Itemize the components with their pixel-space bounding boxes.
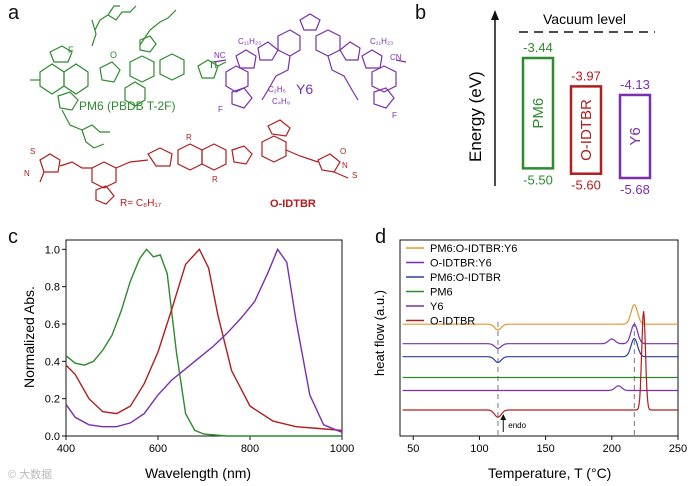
y6-f-left: F [218,105,223,114]
y6-f-right: F [392,111,397,120]
lumo-value: -4.13 [620,77,650,92]
oidtbr-s-right: S [352,171,357,180]
homo-value: -5.60 [571,178,601,193]
x-tick-label: 800 [241,443,259,455]
dsc-series-line-6 [402,311,678,418]
pm6-label: PM6 (PBDB T-2F) [79,99,175,113]
y6-c11-right: C₁₁H₂₃ [370,37,393,46]
legend-label: PM6 [430,287,453,299]
oidtbr-r-bottom: R [212,175,218,184]
vacuum-level-label: Vacuum level [543,11,626,27]
y-tick-label: 0.6 [45,319,60,331]
chart-d-series [402,303,678,418]
legend-label: Y6 [430,301,443,313]
dsc-series-line-5 [402,385,678,392]
oidtbr-s-left: S [30,147,35,156]
energy-arrow-icon [491,10,499,20]
pm6-f-label: F [68,45,74,55]
series-line-1 [65,248,342,437]
chart-c-xlabel: Wavelength (nm) [145,465,251,481]
series-line-3 [65,247,343,433]
x-tick-label: 50 [407,443,419,455]
legend-label: O-IDTBR:Y6 [430,258,492,270]
y6-cn-label: CN [390,53,402,62]
pm6-n-label: n [210,56,217,71]
x-tick-label: 100 [470,443,488,455]
oidtbr-r-top: R [186,133,192,142]
energy-axis-label: Energy (eV) [466,71,485,162]
watermark: © 大数据 [8,469,53,481]
level-box-3 [618,93,652,180]
panel-a-structures: n PM6 (PBDB T-2F) F O C₁₁H₂₃ C₁₁H₂₃ C₄H₉… [24,5,407,210]
endo-arrow-icon [500,414,507,420]
oidtbr-n-left: N [24,169,30,178]
level-box-1 [521,56,555,170]
chart-d-ylabel: heat flow (a.u.) [372,290,387,376]
chart-c-ylabel: Normalized Abs. [21,286,37,388]
legend-label: O-IDTBR [430,316,475,328]
panel-letter-b: b [415,2,427,24]
dsc-series-line-3 [402,337,678,364]
oidtbr-label: O-IDTBR [270,198,316,210]
chart-d-frame [399,239,679,437]
y6-c4-label: C₄H₉ [272,97,290,106]
endo-label: endo [508,421,526,430]
x-tick-label: 400 [57,443,75,455]
chart-absorption: 400 600 800 1000 0.0 0.2 0.4 0.6 0.8 1.0 Normaliz… [21,239,354,481]
panel-b-energy-diagram: Energy (eV) Vacuum level PM6 -3.44 -5.50 O-… [466,10,655,197]
x-tick-label: 150 [536,443,554,455]
homo-value: -5.50 [523,172,553,187]
y-tick-label: 0.0 [45,431,60,443]
chart-c-axes: 400 600 800 1000 0.0 0.2 0.4 0.6 0.8 1.0 [45,239,354,455]
x-tick-label: 600 [149,443,167,455]
y6-label: Y6 [296,81,313,97]
y6-structure [213,13,407,109]
y-tick-label: 1.0 [45,244,60,256]
level-box-name: PM6 [530,98,547,129]
y-tick-label: 0.2 [45,394,60,406]
dsc-series-line-1 [402,303,678,331]
level-box-2 [569,85,603,175]
oidtbr-r-group: R= C₈H₁₇ [120,198,162,209]
y-tick-label: 0.8 [45,282,60,294]
x-tick-label: 1000 [330,443,354,455]
chart-d-axes: 50 100 150 200 250 endo [399,239,687,455]
x-tick-label: 200 [603,443,621,455]
chart-c-frame [65,239,343,437]
panel-letter-d: d [375,226,387,248]
legend-label: PM6:O-IDTBR [430,272,501,284]
x-tick-label: 250 [669,443,687,455]
legend-label: PM6:O-IDTBR:Y6 [430,243,517,255]
chart-d-legend: PM6:O-IDTBR:Y6 O-IDTBR:Y6 PM6:O-IDTBR PM6 Y6… [406,243,517,328]
level-box-name: O-IDTBR [578,99,595,161]
chart-d-xlabel: Temperature, T (°C) [488,465,611,481]
panel-letter-a: a [8,2,20,24]
oidtbr-n-right: N [342,161,348,170]
dsc-series-line-2 [402,323,678,350]
series-line-2 [65,248,343,432]
y6-c2-label: C₂H₅ [268,85,286,94]
y6-nc-label: NC [214,51,226,60]
oidtbr-structure [39,119,349,205]
oidtbr-o-label: O [340,147,346,156]
pm6-structure [30,5,227,149]
lumo-value: -3.97 [571,68,601,83]
pm6-o-label: O [110,50,117,60]
y6-c11-left: C₁₁H₂₃ [238,37,261,46]
homo-value: -5.68 [620,182,650,197]
chart-c-series [65,247,343,437]
level-boxes: PM6 -3.44 -5.50 O-IDTBR -3.97 -5.60 Y6 -4.13 -5.… [521,40,652,197]
chart-dsc: 50 100 150 200 250 endo PM6:O-IDTBR:Y6 O-IDTBR… [372,239,687,481]
level-box-name: Y6 [627,127,644,145]
lumo-value: -3.44 [523,40,553,55]
panel-letter-c: c [8,226,18,248]
y-tick-label: 0.4 [45,356,60,368]
